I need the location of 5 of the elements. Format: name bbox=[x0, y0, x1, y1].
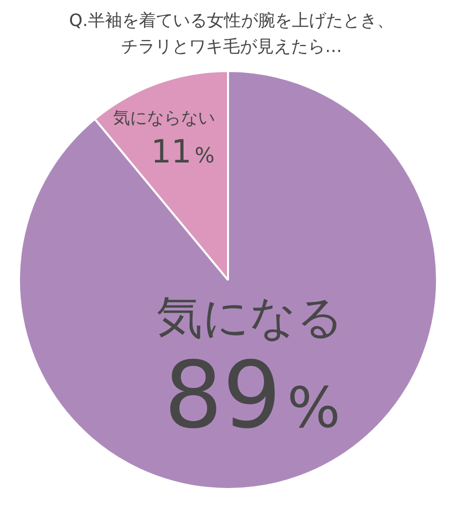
data-label: 11% bbox=[150, 132, 215, 171]
chart-title: Q.半袖を着ている女性が腕を上げたとき、チラリとワキ毛が見えたら… bbox=[68, 10, 395, 59]
slice-label: 気にならない bbox=[112, 108, 215, 129]
data-label: 89% bbox=[164, 342, 340, 449]
slice-label: 気になる bbox=[156, 290, 344, 344]
